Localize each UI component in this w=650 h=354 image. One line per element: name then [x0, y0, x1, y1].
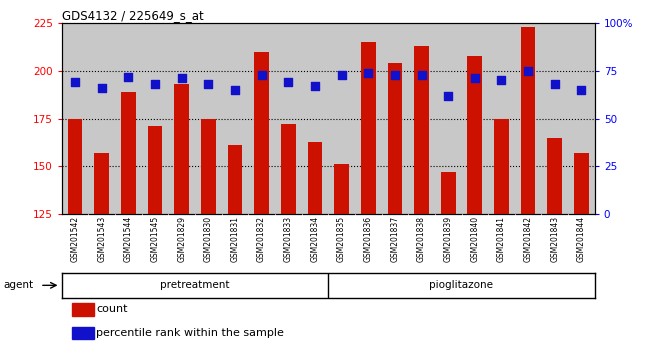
- Bar: [195, 23, 222, 214]
- Point: [283, 79, 294, 85]
- Text: pretreatment: pretreatment: [161, 280, 229, 290]
- Bar: [307, 142, 322, 214]
- Point: [363, 70, 373, 75]
- Bar: [574, 153, 589, 214]
- Bar: [121, 92, 136, 214]
- Text: count: count: [96, 304, 128, 314]
- Bar: [568, 23, 595, 214]
- Point: [230, 87, 240, 93]
- Bar: [408, 23, 435, 214]
- Bar: [361, 42, 376, 214]
- Point: [523, 68, 533, 74]
- Bar: [462, 23, 488, 214]
- Point: [177, 76, 187, 81]
- Bar: [328, 23, 355, 214]
- Text: GDS4132 / 225649_s_at: GDS4132 / 225649_s_at: [62, 9, 203, 22]
- Bar: [334, 165, 349, 214]
- Bar: [488, 23, 515, 214]
- Bar: [435, 23, 462, 214]
- Point: [96, 85, 107, 91]
- Bar: [88, 23, 115, 214]
- Bar: [521, 27, 536, 214]
- Point: [203, 81, 213, 87]
- Bar: [174, 84, 189, 214]
- Bar: [168, 23, 195, 214]
- Bar: [248, 23, 275, 214]
- Bar: [142, 23, 168, 214]
- Bar: [227, 145, 242, 214]
- Bar: [254, 52, 269, 214]
- Bar: [515, 23, 541, 214]
- Bar: [275, 23, 302, 214]
- Bar: [541, 23, 568, 214]
- Bar: [547, 138, 562, 214]
- Bar: [62, 23, 88, 214]
- Bar: [441, 172, 456, 214]
- Point: [124, 74, 134, 79]
- Point: [150, 81, 161, 87]
- Point: [337, 72, 347, 78]
- Point: [256, 72, 267, 78]
- Bar: [281, 124, 296, 214]
- Bar: [494, 119, 509, 214]
- Bar: [94, 153, 109, 214]
- Bar: [115, 23, 142, 214]
- Bar: [414, 46, 429, 214]
- Point: [497, 78, 507, 83]
- Bar: [355, 23, 382, 214]
- Bar: [201, 119, 216, 214]
- Bar: [382, 23, 408, 214]
- Bar: [68, 119, 83, 214]
- Text: percentile rank within the sample: percentile rank within the sample: [96, 328, 284, 338]
- Bar: [222, 23, 248, 214]
- Point: [417, 72, 427, 78]
- Point: [550, 81, 560, 87]
- Bar: [387, 63, 402, 214]
- Point: [443, 93, 454, 98]
- Point: [310, 83, 320, 89]
- Point: [390, 72, 400, 78]
- Bar: [72, 327, 94, 339]
- Text: pioglitazone: pioglitazone: [430, 280, 493, 290]
- Text: agent: agent: [3, 280, 33, 290]
- Point: [469, 76, 480, 81]
- Point: [70, 79, 81, 85]
- Bar: [467, 56, 482, 214]
- Bar: [148, 126, 162, 214]
- Bar: [72, 303, 94, 315]
- Point: [577, 87, 587, 93]
- Bar: [302, 23, 328, 214]
